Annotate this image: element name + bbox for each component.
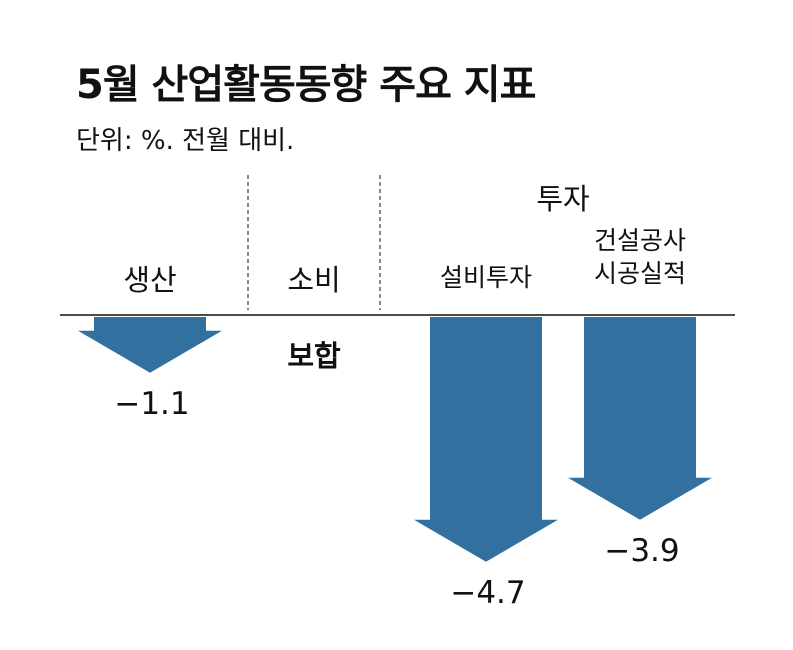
chart-subtitle: 단위: %. 전월 대비.: [76, 126, 295, 156]
arrow-bar-4: [568, 317, 712, 520]
value-label: −3.9: [604, 532, 680, 569]
value-label: −1.1: [114, 385, 190, 422]
chart-title: 5월 산업활동동향 주요 지표: [76, 62, 536, 108]
value-label: −4.7: [450, 574, 526, 611]
category-label: 건설공사: [593, 226, 687, 255]
group-label-investment: 투자: [536, 182, 590, 216]
arrow-bar-1: [78, 317, 222, 373]
value-label: 보합: [287, 339, 341, 373]
arrow-bar-3: [414, 317, 558, 562]
category-label: 생산: [123, 263, 177, 297]
category-label: 설비투자: [439, 263, 533, 292]
category-label: 시공실적: [593, 259, 687, 288]
category-label: 소비: [287, 263, 341, 297]
